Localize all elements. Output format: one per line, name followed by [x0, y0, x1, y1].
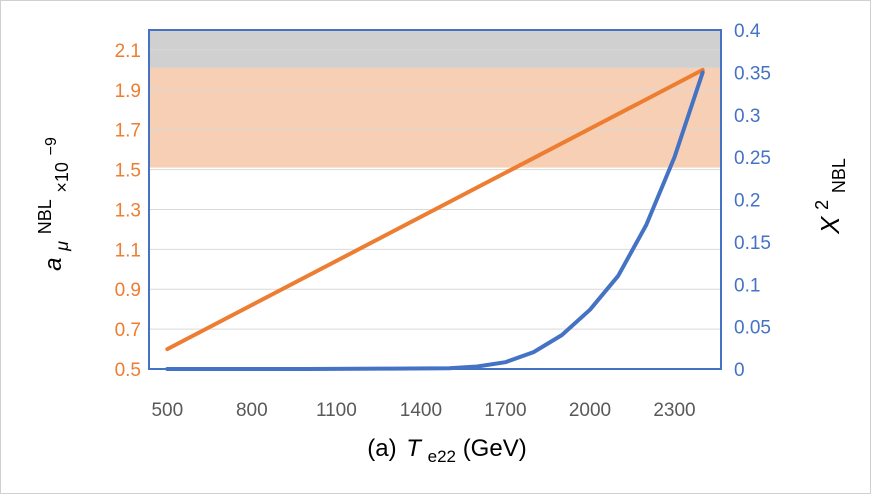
right-y-tick-label: 0: [734, 360, 745, 381]
left-y-axis-title-subscript: μ: [52, 241, 72, 252]
x-tick-label: 2000: [569, 400, 611, 421]
left-y-tick-label: 1.1: [115, 240, 141, 261]
ticks-layer: 0.5 0.7 0.9 1.1 1.3 1.5 1.7 1.9 2.1 0 0.05 0.1 0.15 0…: [115, 21, 771, 421]
right-y-axis-title-symbol: X: [815, 215, 845, 235]
left-y-axis-title-symbol: a: [40, 258, 67, 271]
left-y-tick-label: 1.3: [115, 200, 141, 221]
right-y-axis-title: X 2 NBL: [807, 158, 849, 235]
left-y-tick-label: 0.9: [115, 280, 141, 301]
right-y-axis-title-superscript: 2: [812, 200, 832, 210]
left-y-axis-title-exponent: −9: [43, 137, 60, 155]
left-y-tick-label: 1.9: [115, 81, 141, 102]
left-y-axis-title-suffix: ×10: [52, 162, 72, 193]
right-y-tick-label: 0.3: [734, 106, 760, 127]
left-y-axis-title: a μ NBL ×10 −9: [30, 137, 74, 271]
x-tick-label: 1700: [484, 400, 526, 421]
left-y-axis-title-superscript: NBL: [35, 199, 55, 234]
right-y-tick-label: 0.4: [734, 21, 761, 42]
series-line-0: [165, 67, 705, 352]
left-y-tick-label: 0.5: [115, 360, 141, 381]
axis-titles: (a) T e22 (GeV) a μ NBL ×10 −9 X 2 NBL: [30, 137, 849, 468]
left-y-tick-label: 2.1: [115, 41, 141, 62]
left-y-tick-label: 1.7: [115, 121, 141, 142]
x-axis-title-symbol: T: [406, 435, 423, 462]
right-y-axis-title-subscript: NBL: [829, 158, 849, 193]
x-tick-label: 1400: [400, 400, 442, 421]
right-y-tick-label: 0.25: [734, 148, 771, 169]
plot-frame: [148, 29, 722, 370]
x-tick-label: 1100: [316, 400, 357, 421]
band-1: [149, 67, 721, 168]
left-y-tick-label: 1.5: [115, 161, 141, 182]
x-tick-label: 500: [151, 400, 183, 421]
right-y-tick-label: 0.1: [734, 275, 760, 296]
left-y-tick-label: 0.7: [115, 320, 141, 341]
grid-layer: [149, 49, 721, 330]
x-tick-label: 2300: [653, 400, 695, 421]
right-y-tick-label: 0.15: [734, 233, 771, 254]
right-y-tick-label: 0.05: [734, 318, 771, 339]
x-axis-title: (a) T e22 (GeV): [367, 435, 526, 468]
band-0: [149, 30, 721, 68]
bands-layer: [149, 30, 721, 168]
x-axis-title-subscript: e22: [428, 447, 456, 466]
right-y-tick-label: 0.35: [734, 63, 771, 84]
x-axis-title-unit: (GeV): [463, 435, 527, 462]
x-axis-title-prefix: (a): [367, 435, 396, 462]
x-tick-label: 800: [236, 400, 268, 421]
right-y-tick-label: 0.2: [734, 191, 760, 212]
